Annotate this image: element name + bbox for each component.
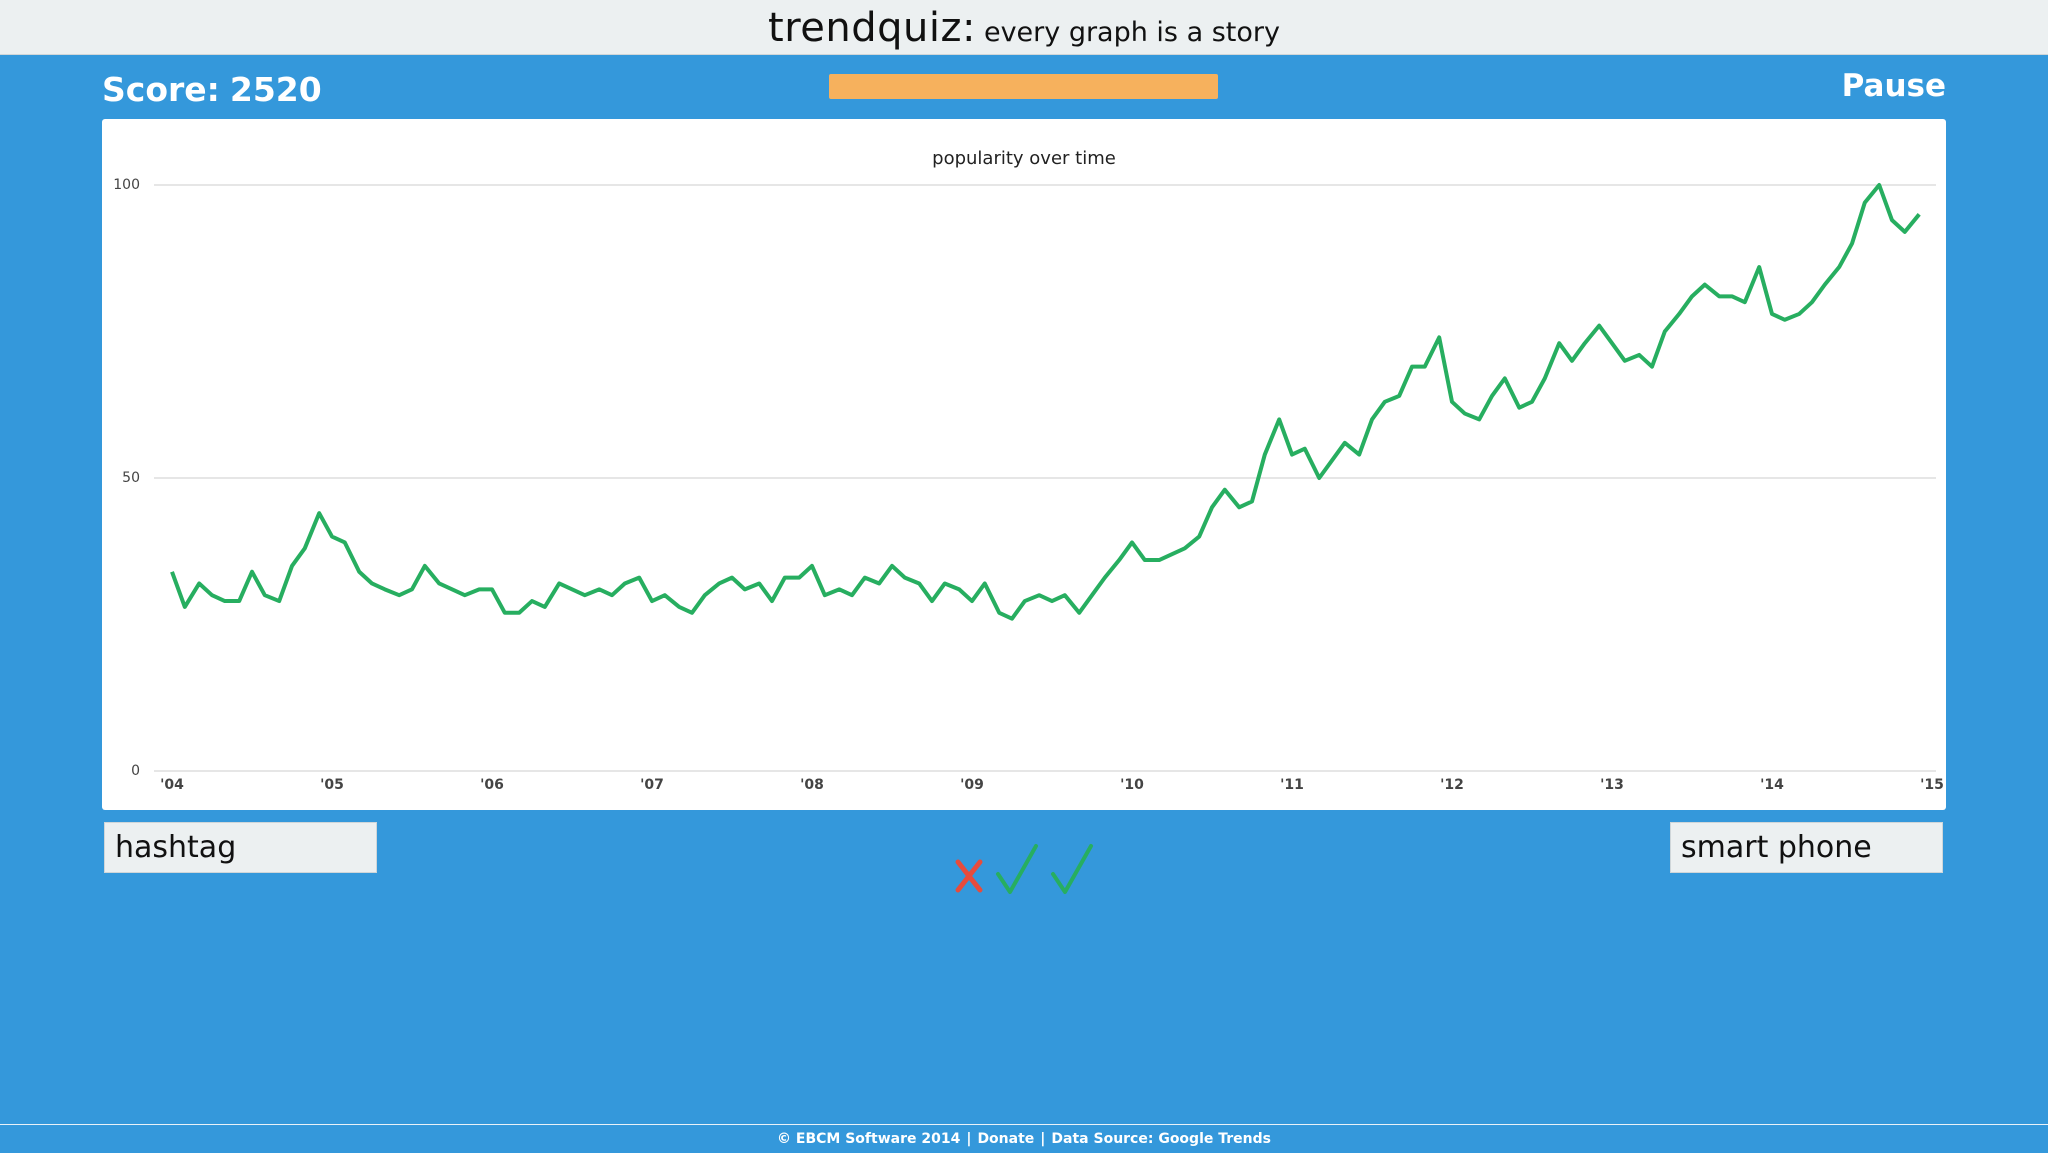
- answer-input[interactable]: hashtag: [104, 822, 377, 873]
- x-tick-label: '09: [960, 777, 984, 793]
- score-value: 2520: [229, 70, 322, 109]
- score: Score: 2520: [102, 70, 322, 109]
- x-tick-label: '10: [1120, 777, 1144, 793]
- footer: © EBCM Software 2014 | Donate | Data Source:…: [0, 1124, 2048, 1153]
- app-subtitle: every graph is a story: [983, 17, 1280, 48]
- footer-text: Data Source: Google Trends: [1051, 1131, 1271, 1147]
- x-tick-label: '06: [480, 777, 504, 793]
- x-tick-label: '15: [1920, 777, 1944, 793]
- chart: popularity over time 0 50 100 '04 '05 '06 '07 '…: [113, 148, 1944, 793]
- y-tick-label: 50: [122, 470, 140, 486]
- trend-line: [170, 183, 1921, 621]
- correct-mark: [996, 844, 1038, 894]
- score-label: Score:: [102, 70, 220, 109]
- x-tick-label: '07: [640, 777, 664, 793]
- chart-title: popularity over time: [932, 148, 1116, 169]
- footer-text: © EBCM Software 2014: [777, 1131, 961, 1147]
- app-title: trendquiz:: [768, 5, 976, 51]
- y-tick-label: 0: [131, 763, 140, 779]
- footer-separator: |: [966, 1131, 972, 1147]
- x-tick-label: '11: [1280, 777, 1304, 793]
- result-marks: [955, 844, 1093, 894]
- pause-button[interactable]: Pause: [1841, 68, 1946, 104]
- answer-option[interactable]: smart phone: [1670, 822, 1943, 873]
- x-tick-label: '14: [1760, 777, 1784, 793]
- y-tick-label: 100: [113, 177, 140, 193]
- x-tick-label: '05: [320, 777, 344, 793]
- header: trendquiz: every graph is a story: [0, 0, 2048, 55]
- x-tick-label: '12: [1440, 777, 1464, 793]
- wrong-mark: [955, 859, 983, 893]
- x-tick-label: '08: [800, 777, 824, 793]
- x-tick-label: '04: [160, 777, 184, 793]
- donate-link[interactable]: Donate: [977, 1131, 1035, 1147]
- x-tick-label: '13: [1600, 777, 1624, 793]
- footer-separator: |: [1040, 1131, 1046, 1147]
- chart-panel: popularity over time 0 50 100 '04 '05 '06 '07 '…: [102, 119, 1946, 810]
- correct-mark: [1051, 844, 1093, 894]
- timer-bar: [829, 74, 1218, 99]
